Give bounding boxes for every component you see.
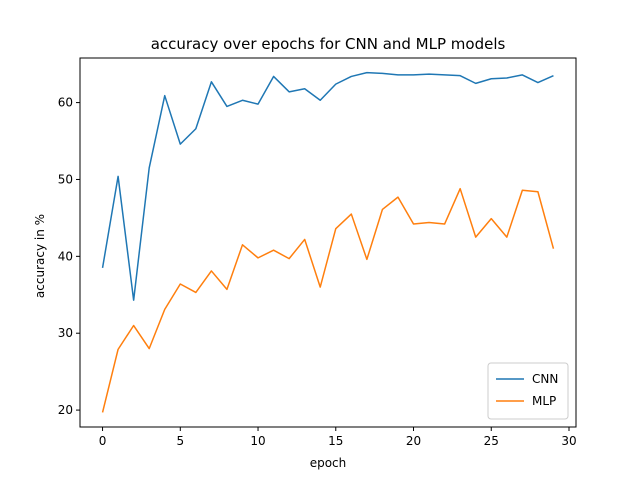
- legend: CNN MLP: [487, 362, 569, 420]
- y-tick-label: 30: [58, 326, 73, 340]
- y-axis: 20 30 40 50 60: [58, 96, 80, 417]
- legend-box: [487, 362, 569, 420]
- y-tick-label: 20: [58, 403, 73, 417]
- y-tick-label: 40: [58, 249, 73, 263]
- series-line-cnn: [101, 71, 554, 301]
- series-layer: [101, 71, 555, 413]
- x-axis-label: epoch: [310, 456, 347, 470]
- x-tick-label: 5: [176, 434, 184, 448]
- y-tick-label: 50: [58, 172, 73, 186]
- x-tick-label: 25: [484, 434, 499, 448]
- series-line-mlp: [101, 187, 555, 413]
- legend-label-mlp: MLP: [532, 394, 556, 408]
- x-tick-label: 15: [328, 434, 343, 448]
- chart-title: accuracy over epochs for CNN and MLP mod…: [151, 35, 506, 53]
- x-tick-label: 20: [406, 434, 421, 448]
- x-axis: 0 5 10 15 20 25 30: [99, 427, 577, 448]
- x-tick-label: 30: [561, 434, 576, 448]
- legend-label-cnn: CNN: [532, 372, 558, 386]
- x-tick-label: 10: [250, 434, 265, 448]
- y-tick-label: 60: [58, 96, 73, 110]
- plot-frame: [79, 57, 577, 428]
- x-tick-label: 0: [99, 434, 107, 448]
- y-axis-label: accuracy in %: [33, 214, 47, 298]
